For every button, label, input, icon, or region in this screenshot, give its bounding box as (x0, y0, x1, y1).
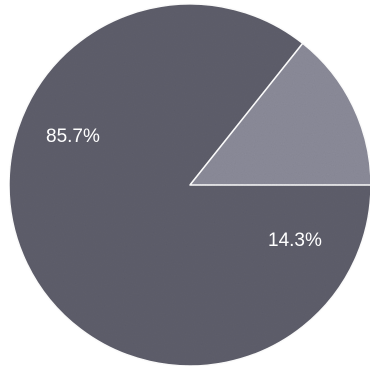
slice-label-major: 85.7% (46, 126, 100, 147)
slices-group (8, 3, 370, 367)
pie-slice-minor (189, 42, 370, 186)
slice-label-minor: 14.3% (268, 230, 322, 251)
labels-group: 85.7% 14.3% (46, 126, 322, 251)
